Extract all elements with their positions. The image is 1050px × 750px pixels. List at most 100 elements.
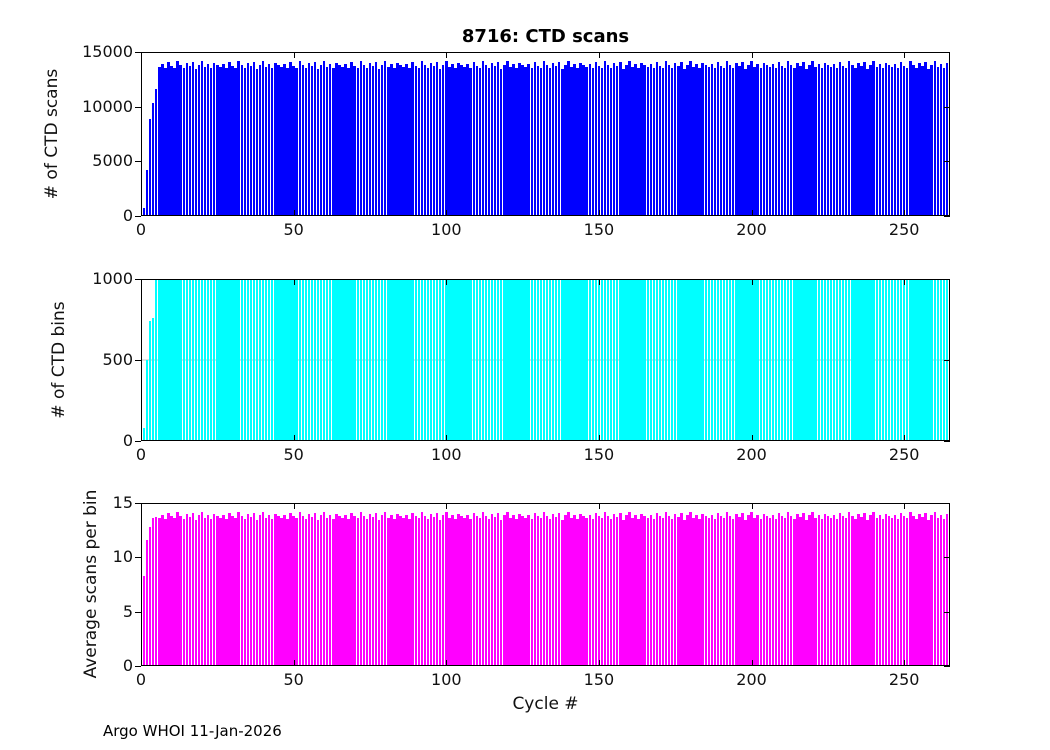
bar-cycle-10 — [170, 66, 173, 216]
bar-cycle-1 — [143, 208, 145, 216]
bar-cycle-66 — [341, 518, 344, 666]
bar-cycle-141 — [570, 67, 573, 216]
bar-cycle-30 — [231, 516, 234, 666]
bar-cycle-21 — [204, 67, 206, 216]
bar-cycle-198 — [744, 520, 747, 666]
bar-cycle-172 — [665, 61, 667, 216]
bar-cycle-179 — [686, 279, 689, 441]
bar-cycle-121 — [509, 67, 512, 216]
bar-cycle-195 — [735, 514, 738, 666]
bar-cycle-62 — [329, 64, 331, 216]
bar-cycle-94 — [427, 68, 429, 216]
bar-cycle-55 — [308, 63, 310, 216]
bar-cycle-89 — [411, 279, 414, 441]
bar-cycle-185 — [705, 279, 707, 441]
bar-cycle-34 — [244, 68, 246, 216]
bar-cycle-240 — [872, 512, 875, 666]
bar-cycle-257 — [924, 62, 927, 216]
bar-cycle-258 — [927, 69, 930, 216]
bar-cycle-157 — [619, 279, 622, 441]
bar-cycle-162 — [634, 64, 637, 216]
bar-cycle-222 — [818, 279, 820, 441]
bar-cycle-32 — [237, 512, 240, 666]
bar-cycle-130 — [537, 516, 539, 666]
bar-cycle-26 — [219, 279, 222, 441]
bar-cycle-127 — [527, 279, 530, 441]
bar-cycle-261 — [937, 518, 939, 666]
bar-cycle-36 — [250, 279, 252, 441]
x-tick-label: 200 — [736, 445, 767, 464]
bar-cycle-140 — [567, 512, 570, 666]
bar-cycle-160 — [628, 61, 631, 216]
bar-cycle-21 — [204, 279, 206, 441]
bar-cycle-221 — [814, 67, 817, 216]
bar-cycle-254 — [915, 279, 918, 441]
bar-cycle-125 — [521, 65, 524, 216]
bar-cycle-259 — [930, 279, 933, 441]
bar-cycle-166 — [647, 67, 649, 216]
bar-cycle-179 — [686, 65, 689, 216]
bar-cycle-205 — [766, 516, 768, 666]
bar-cycle-144 — [579, 514, 582, 666]
bar-cycle-83 — [393, 279, 396, 441]
bar-cycle-189 — [717, 62, 719, 216]
bar-cycle-47 — [283, 515, 286, 666]
bar-cycle-93 — [424, 516, 426, 666]
bar-cycle-196 — [738, 279, 741, 441]
bar-cycle-174 — [671, 68, 673, 216]
bar-cycle-61 — [326, 67, 328, 216]
bar-cycle-209 — [778, 62, 780, 216]
bar-cycle-175 — [674, 63, 676, 216]
bar-cycle-153 — [607, 65, 609, 216]
bar-cycle-136 — [555, 517, 557, 666]
bar-cycle-11 — [173, 279, 176, 441]
bar-cycle-15 — [186, 279, 188, 441]
bar-cycle-161 — [631, 518, 634, 666]
bar-cycle-20 — [201, 512, 203, 666]
bar-cycle-171 — [662, 279, 664, 441]
bar-cycle-38 — [256, 279, 258, 441]
bar-cycle-227 — [833, 515, 835, 666]
bar-cycle-93 — [424, 279, 426, 441]
bar-cycle-16 — [189, 66, 191, 216]
bar-cycle-208 — [775, 279, 777, 441]
bar-cycle-59 — [320, 279, 322, 441]
bar-cycle-165 — [643, 516, 646, 666]
bar-cycle-243 — [882, 519, 884, 666]
bar-cycle-98 — [439, 279, 441, 441]
bar-cycle-102 — [451, 515, 454, 666]
bar-cycle-163 — [637, 68, 640, 216]
bar-cycle-48 — [286, 68, 289, 216]
bar-cycle-118 — [500, 69, 502, 216]
bar-cycle-225 — [827, 65, 829, 216]
bar-cycle-134 — [549, 279, 551, 441]
bar-cycle-195 — [735, 63, 738, 216]
bar-cycle-221 — [814, 518, 817, 666]
bar-cycle-197 — [741, 279, 744, 441]
bar-cycle-175 — [674, 279, 676, 441]
bar-cycle-166 — [647, 279, 649, 441]
bar-cycle-177 — [680, 279, 683, 441]
bar-cycle-105 — [460, 279, 463, 441]
bar-cycle-195 — [735, 279, 738, 441]
bar-cycle-82 — [390, 515, 393, 666]
bar-cycle-63 — [332, 519, 335, 666]
bar-cycle-205 — [766, 279, 768, 441]
bar-cycle-90 — [415, 66, 417, 216]
bar-cycle-147 — [589, 279, 591, 441]
bar-cycle-88 — [408, 519, 411, 666]
bar-cycle-215 — [796, 514, 799, 666]
bar-cycle-122 — [512, 515, 515, 666]
bar-cycle-126 — [524, 279, 527, 441]
bar-cycle-107 — [466, 515, 469, 666]
bar-cycle-164 — [640, 279, 643, 441]
bar-cycle-189 — [717, 279, 719, 441]
bar-cycle-39 — [259, 279, 261, 441]
bar-cycle-10 — [170, 279, 173, 441]
bar-cycle-124 — [518, 279, 521, 441]
bar-cycle-230 — [842, 516, 844, 666]
bar-cycle-95 — [430, 63, 432, 216]
bar-cycle-59 — [320, 515, 322, 666]
bar-cycle-227 — [833, 279, 835, 441]
bar-cycle-103 — [454, 68, 457, 216]
